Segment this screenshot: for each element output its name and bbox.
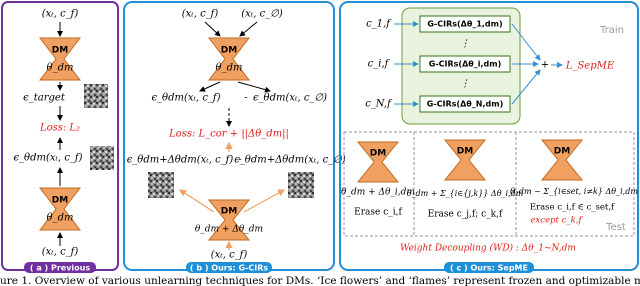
erase: Erase c_i,f ∈ c_set,f bbox=[530, 203, 615, 213]
except: except c_k,f bbox=[530, 216, 583, 226]
dm-icon bbox=[356, 141, 400, 183]
eps-pred: ϵ_θdm(xₜ, c_f) bbox=[13, 153, 82, 164]
noise-image bbox=[288, 172, 314, 198]
dm-label: DM bbox=[554, 147, 570, 157]
panel-label: ( b ) Ours: G-CIRs bbox=[190, 264, 268, 273]
panel-label: ( c ) Ours: SepME bbox=[450, 264, 528, 273]
theta: θ_dm + Δθ_i,dm bbox=[341, 188, 415, 198]
caption: ure 1. Overview of various unlearning te… bbox=[0, 275, 640, 286]
loss: L_SepME bbox=[565, 61, 615, 72]
theta: θ_dm + Δθ_dm bbox=[195, 225, 263, 235]
dm-icon bbox=[38, 187, 82, 231]
theta: θ_dm bbox=[216, 63, 243, 74]
input: (xₜ, c_f) bbox=[182, 9, 219, 20]
noise-image bbox=[90, 146, 114, 170]
loss: Loss: L_cor + ||Δθ_dm|| bbox=[168, 129, 289, 140]
dm-label: DM bbox=[221, 46, 237, 56]
eps-target: ϵ_target bbox=[23, 93, 66, 104]
gcir-box bbox=[419, 95, 511, 113]
erase: Erase c_i,f bbox=[354, 208, 402, 218]
dm-icon bbox=[540, 139, 584, 181]
concept: c_1,f bbox=[366, 19, 392, 30]
noise-image bbox=[148, 172, 174, 198]
weight-decoupling: Weight Decoupling (WD) : Δθ_1~N,dm bbox=[400, 243, 576, 254]
gcir: G-CIRs(Δθ_i,dm) bbox=[429, 60, 502, 69]
dm-label: DM bbox=[370, 149, 386, 159]
gcir-box bbox=[419, 55, 511, 73]
noise-image bbox=[84, 84, 108, 108]
eps: ϵ_θdm(xₜ, c_f) bbox=[151, 93, 220, 104]
concept: c_N,f bbox=[365, 99, 393, 110]
train-label: Train bbox=[599, 25, 624, 36]
dm-icon bbox=[443, 139, 487, 181]
dm-label: DM bbox=[457, 147, 473, 157]
input: (xₜ, c_∅) bbox=[241, 9, 283, 20]
minus: - bbox=[244, 93, 248, 104]
concept: c_i,f bbox=[368, 59, 391, 70]
ellipsis: ⋮ bbox=[460, 39, 470, 50]
eps: ϵ_θdm+Δθdm(xₜ, c_∅) bbox=[234, 155, 346, 166]
theta: θ_dm − Σ_{i∈set, i≠k} Δθ_i,dm bbox=[510, 187, 638, 196]
theta: θ_dm bbox=[47, 63, 74, 74]
badge bbox=[24, 262, 96, 273]
dm-icon bbox=[207, 199, 251, 241]
gcir-box bbox=[419, 15, 511, 33]
test-label: Test bbox=[605, 222, 626, 233]
input: (xₜ, c_f) bbox=[42, 9, 79, 20]
dm-label: DM bbox=[52, 46, 68, 56]
panel-label: ( a ) Previous bbox=[30, 264, 90, 273]
gcir: G-CIRs(Δθ_N,dm) bbox=[427, 100, 503, 109]
minus: - bbox=[238, 155, 242, 166]
dm-label: DM bbox=[52, 196, 68, 206]
dm-label: DM bbox=[221, 207, 237, 217]
plus: + bbox=[541, 60, 549, 71]
badge bbox=[444, 262, 534, 273]
eps: ϵ_θdm+Δθdm(xₜ, c_f) bbox=[127, 155, 234, 166]
eps: ϵ_θdm(xₜ, c_∅) bbox=[253, 93, 327, 104]
input: (xₜ, c_f) bbox=[42, 247, 79, 258]
badge bbox=[186, 262, 272, 273]
dm-icon bbox=[38, 37, 82, 81]
theta: θ_dm bbox=[47, 213, 74, 224]
loss: Loss: L₂ bbox=[39, 123, 80, 134]
erase: Erase c_j,f; c_k,f bbox=[428, 210, 503, 220]
test-box bbox=[343, 131, 635, 237]
dm-icon bbox=[207, 37, 251, 81]
ellipsis: ⋮ bbox=[460, 79, 470, 90]
gcir: G-CIRs(Δθ_1,dm) bbox=[427, 20, 502, 29]
input: (xₜ, c_f) bbox=[211, 250, 248, 261]
theta: θ_dm + Σ_{i∈{j,k}} Δθ_i,dm bbox=[407, 189, 524, 198]
